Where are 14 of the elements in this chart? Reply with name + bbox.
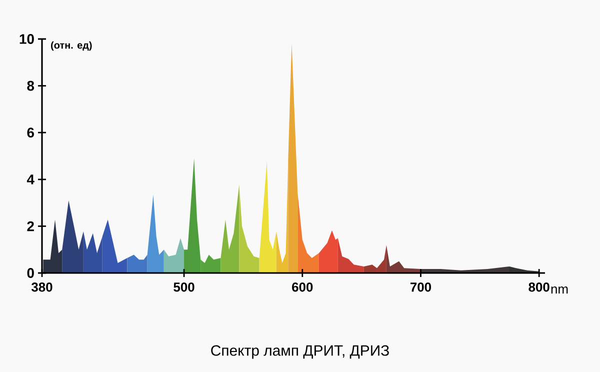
y-tick-label: 8	[27, 80, 34, 91]
y-tick-label: 0	[27, 268, 34, 278]
x-tick-label: 500	[174, 282, 194, 292]
y-tick-label: 4	[26, 174, 34, 184]
y-tick-label: 6	[27, 128, 34, 138]
x-axis-title: nm	[551, 286, 568, 294]
x-tick-label: 380	[31, 282, 52, 292]
x-tick-label: 700	[410, 282, 431, 292]
y-tick-label: 2	[27, 221, 34, 232]
y-axis-title: (отн. ед)	[51, 41, 92, 51]
text: Спектр ламп ДРИТ, ДРИЗ	[211, 345, 389, 359]
x-tick-label: 600	[292, 282, 313, 292]
y-tick-label: 10	[20, 34, 34, 44]
x-tick-label: 800	[528, 282, 550, 292]
